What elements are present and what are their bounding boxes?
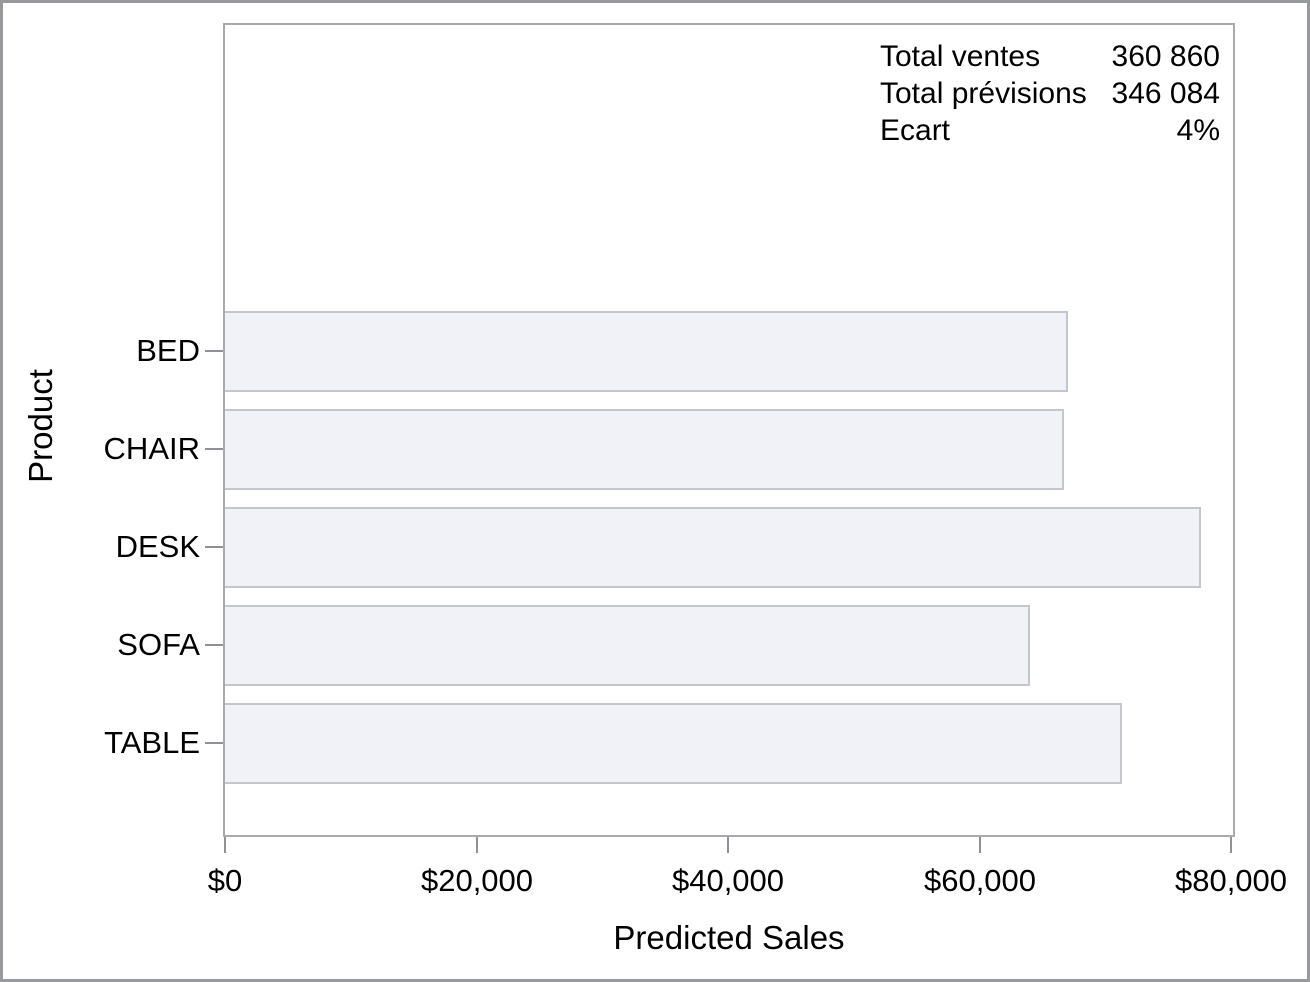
category-label-bed: BED xyxy=(136,333,200,368)
category-tick xyxy=(205,546,223,548)
stats-label: Total ventes xyxy=(880,40,1041,73)
bar-bed xyxy=(225,310,1068,392)
stats-value: 4% xyxy=(1176,114,1220,147)
x-tick-label: $60,000 xyxy=(923,863,1037,898)
x-axis-tick xyxy=(224,837,226,853)
stats-box: Total ventes 360 860 Total prévisions 346 0… xyxy=(880,38,1220,149)
x-tick-label: $40,000 xyxy=(671,863,785,898)
bar-table xyxy=(225,702,1122,784)
x-tick-label: $0 xyxy=(207,863,243,898)
stats-value: 346 084 xyxy=(1111,77,1220,110)
x-axis-tick xyxy=(727,837,729,853)
category-tick xyxy=(205,448,223,450)
category-label-table: TABLE xyxy=(104,725,200,760)
stats-label: Ecart xyxy=(880,114,951,147)
x-axis-tick xyxy=(1230,837,1232,853)
bar-chair xyxy=(225,408,1064,490)
category-label-sofa: SOFA xyxy=(117,627,200,662)
stats-row: Total ventes 360 860 xyxy=(880,38,1220,75)
bar-desk xyxy=(225,506,1201,588)
category-label-chair: CHAIR xyxy=(103,431,200,466)
category-tick xyxy=(205,350,223,352)
x-axis-title: Predicted Sales xyxy=(613,919,845,956)
category-tick xyxy=(205,644,223,646)
category-tick xyxy=(205,742,223,744)
x-tick-label: $20,000 xyxy=(420,863,534,898)
stats-row: Ecart 4% xyxy=(880,112,1220,149)
x-tick-label: $80,000 xyxy=(1174,863,1288,898)
bar-sofa xyxy=(225,604,1030,686)
stats-label: Total prévisions xyxy=(880,77,1087,110)
x-axis-tick xyxy=(476,837,478,853)
plot-area: Total ventes 360 860 Total prévisions 346 0… xyxy=(223,23,1235,837)
category-label-desk: DESK xyxy=(115,529,200,564)
stats-value: 360 860 xyxy=(1111,40,1220,73)
x-axis-tick xyxy=(979,837,981,853)
stats-row: Total prévisions 346 084 xyxy=(880,75,1220,112)
